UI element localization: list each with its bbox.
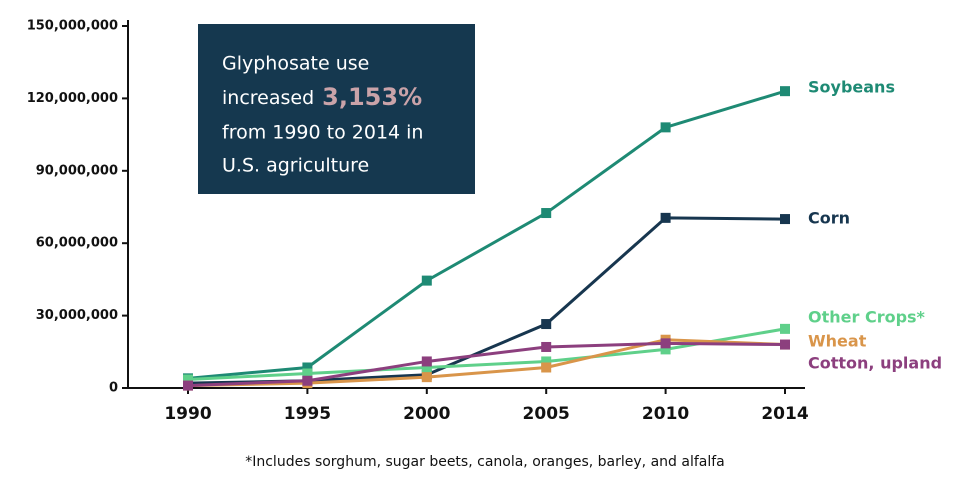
legend-label: Soybeans (808, 78, 895, 97)
annotation-highlight: 3,153% (322, 83, 422, 111)
point (541, 319, 552, 330)
series-line (187, 338, 786, 388)
annotation-box (198, 24, 475, 194)
point (541, 356, 552, 367)
point (541, 208, 552, 219)
point (302, 362, 313, 373)
series-line (187, 89, 786, 380)
y-tick-label: 120,000,000 (27, 91, 118, 106)
y-tick-label: 90,000,000 (36, 163, 118, 178)
x-tick-label: 2005 (523, 404, 570, 424)
x-tick-label: 2014 (761, 404, 808, 424)
footnote: *Includes sorghum, sugar beets, canola, … (245, 454, 725, 470)
x-tick-label: 1995 (284, 404, 331, 424)
annotation-line: from 1990 to 2014 in (222, 122, 423, 144)
point (660, 122, 671, 133)
point (780, 323, 790, 334)
annotation-line: U.S. agriculture (222, 155, 369, 177)
point (302, 375, 313, 386)
x-tick-label: 2010 (642, 404, 689, 424)
y-tick-label: 150,000,000 (27, 19, 118, 34)
x-tick-label: 1990 (164, 404, 211, 424)
point (660, 344, 671, 355)
legend-label: Corn (808, 209, 850, 228)
series-line (187, 341, 786, 388)
annotation-text: increased (222, 87, 314, 109)
y-tick-label: 0 (109, 381, 118, 396)
y-tick-label: 30,000,000 (36, 308, 118, 323)
point (541, 341, 552, 352)
point (421, 356, 432, 367)
point (421, 362, 432, 373)
point (660, 338, 671, 349)
legend-label: Cotton, upland (808, 354, 942, 373)
point (183, 374, 193, 385)
point (302, 368, 313, 379)
y-tick-label: 60,000,000 (36, 236, 118, 251)
point (660, 212, 671, 223)
series-line (187, 327, 786, 382)
point (780, 86, 790, 97)
point (421, 372, 432, 383)
point (780, 214, 790, 225)
point (780, 339, 790, 350)
x-tick-label: 2000 (403, 404, 450, 424)
series-line (187, 216, 786, 385)
point (541, 362, 552, 373)
point (183, 380, 193, 391)
legend-label: Wheat (808, 332, 867, 351)
legend-label: Other Crops* (808, 308, 926, 327)
point (421, 275, 432, 286)
annotation-line: increased 3,153% (222, 83, 422, 111)
annotation-line: Glyphosate use (222, 53, 369, 75)
